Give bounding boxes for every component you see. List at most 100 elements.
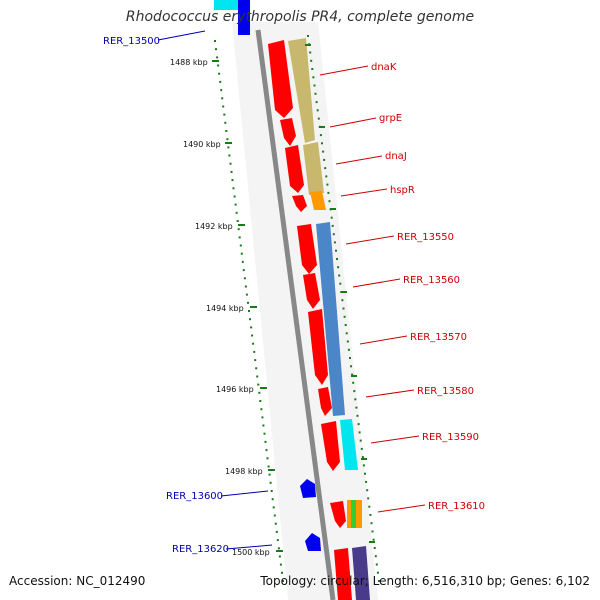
ruler-label-1496: 1496 kbp <box>216 385 254 394</box>
ruler-dot <box>248 310 250 312</box>
ruler-dot <box>241 260 244 263</box>
ruler-dot <box>323 158 326 161</box>
ruler-dot <box>367 497 370 500</box>
gene-bottom <box>334 546 370 600</box>
label-dnaK: dnaK <box>371 62 397 73</box>
label-RER_13560: RER_13560 <box>403 275 460 286</box>
ruler-dot <box>353 390 356 393</box>
ruler-dot <box>267 465 270 468</box>
gene-hspR <box>292 191 326 212</box>
ruler-dot <box>330 216 333 219</box>
ruler-dot <box>346 340 349 343</box>
ruler-dot <box>372 538 375 541</box>
ruler-dot <box>378 580 380 582</box>
ruler-dot <box>322 150 325 153</box>
ruler-dot <box>332 233 335 236</box>
ruler-dot <box>216 56 219 59</box>
ruler-dot <box>220 89 223 92</box>
ruler-dot <box>335 249 337 252</box>
gene-rer13500-body <box>238 0 250 35</box>
ruler-dot <box>254 359 257 362</box>
genome-backbone <box>255 29 336 600</box>
ruler-dot <box>362 464 365 467</box>
labels-left: RER_13500 RER_13600 RER_13620 <box>103 36 229 555</box>
ruler-dot <box>263 432 266 435</box>
gene-RER_13560 <box>303 273 320 309</box>
gene-RER_13550 <box>297 222 345 416</box>
ruler-dot <box>225 130 228 132</box>
ruler-dot <box>374 555 377 558</box>
ruler-dot <box>262 424 265 427</box>
ruler-dot <box>233 195 236 198</box>
ruler-dot <box>231 179 234 182</box>
label-dnaJ: dnaJ <box>385 151 407 162</box>
ruler-dot <box>327 191 330 194</box>
ruler-dot <box>325 175 328 178</box>
ruler-dot <box>354 398 357 401</box>
ruler-dot <box>228 154 231 157</box>
ruler-dot <box>282 580 284 582</box>
ruler-dot <box>368 505 371 508</box>
leaders-right <box>319 65 426 513</box>
ruler-dot <box>227 146 230 149</box>
ruler-dot <box>251 334 254 337</box>
ruler-dot <box>273 514 276 517</box>
ruler-dot <box>314 92 317 95</box>
ruler-dot <box>240 252 243 255</box>
gene-RER_13600 <box>300 479 316 498</box>
ruler-dot <box>315 101 318 104</box>
ruler-dot <box>337 266 340 269</box>
ruler-dot <box>256 375 259 378</box>
ruler-dot <box>351 373 354 376</box>
ruler-dot <box>229 162 232 165</box>
label-RER_13620: RER_13620 <box>172 544 229 555</box>
ruler-dot <box>316 109 319 112</box>
ruler-dot <box>373 547 376 549</box>
label-RER_13550: RER_13550 <box>397 232 454 243</box>
gene-top-cyan <box>214 0 242 10</box>
ruler-dot <box>217 64 220 67</box>
ruler-dot <box>277 547 280 550</box>
ruler-dot <box>338 274 341 277</box>
ruler-dot <box>324 167 327 170</box>
ruler-dot <box>276 539 279 542</box>
ruler-dot <box>253 350 256 353</box>
ruler-dot <box>356 414 359 417</box>
ruler-dot <box>336 258 338 260</box>
ruler-dot <box>224 121 227 124</box>
ruler-dot <box>359 439 362 442</box>
ruler-right <box>307 35 380 582</box>
gene-grpE <box>280 118 296 146</box>
ruler-dot <box>370 522 373 525</box>
ruler-dot <box>247 301 249 304</box>
ruler-dot <box>237 228 240 231</box>
ruler-dot <box>376 571 379 574</box>
ruler-label-1488: 1488 kbp <box>170 58 208 67</box>
ruler-dot <box>312 76 315 79</box>
ruler-dot <box>264 440 267 443</box>
ruler-dot <box>272 506 275 509</box>
ruler-dot <box>271 498 274 501</box>
ruler-dot <box>270 490 273 492</box>
ruler-dot <box>221 97 224 100</box>
ruler-dot <box>269 481 272 484</box>
label-RER_13580: RER_13580 <box>417 386 474 397</box>
ruler-dot <box>266 457 269 460</box>
genome-summary-text: Topology: circular; Length: 6,516,310 bp… <box>260 574 590 588</box>
ruler-dot <box>243 277 246 280</box>
gene-RER_13570 <box>308 309 328 385</box>
ruler-dot <box>366 489 369 492</box>
gene-dnaJ <box>285 142 324 195</box>
ruler-label-1500: 1500 kbp <box>232 548 270 557</box>
ruler-dot <box>328 200 331 203</box>
ruler-dot <box>310 59 313 62</box>
ruler-dot <box>355 406 358 409</box>
ruler-dot <box>339 282 342 285</box>
ruler-dot <box>219 80 222 83</box>
ruler-dot <box>223 113 226 116</box>
ruler-dot <box>265 449 268 452</box>
ruler-dot <box>257 383 260 386</box>
ruler-dot <box>369 513 372 516</box>
ruler-dot <box>226 138 229 141</box>
